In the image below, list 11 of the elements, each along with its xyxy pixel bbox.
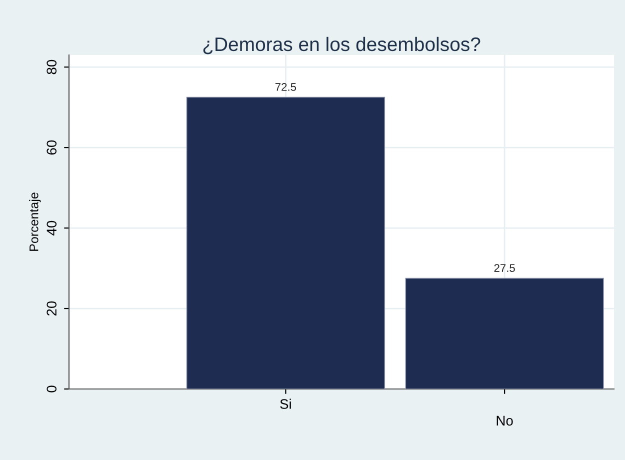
chart-title: ¿Demoras en los desembolsos? bbox=[203, 36, 480, 54]
x-tick-label: Si bbox=[280, 398, 291, 409]
y-tick-label: 20 bbox=[46, 301, 57, 316]
y-tick-label: 40 bbox=[46, 220, 57, 236]
y-axis-title: Porcentaje bbox=[29, 192, 41, 251]
data-label: 72.5 bbox=[275, 83, 296, 91]
y-tick-label: 80 bbox=[46, 60, 57, 74]
x-tick-label: No bbox=[496, 416, 513, 426]
y-tick-label: 0 bbox=[46, 386, 57, 392]
data-label: 27.5 bbox=[494, 264, 515, 272]
y-tick-label: 60 bbox=[46, 140, 57, 155]
